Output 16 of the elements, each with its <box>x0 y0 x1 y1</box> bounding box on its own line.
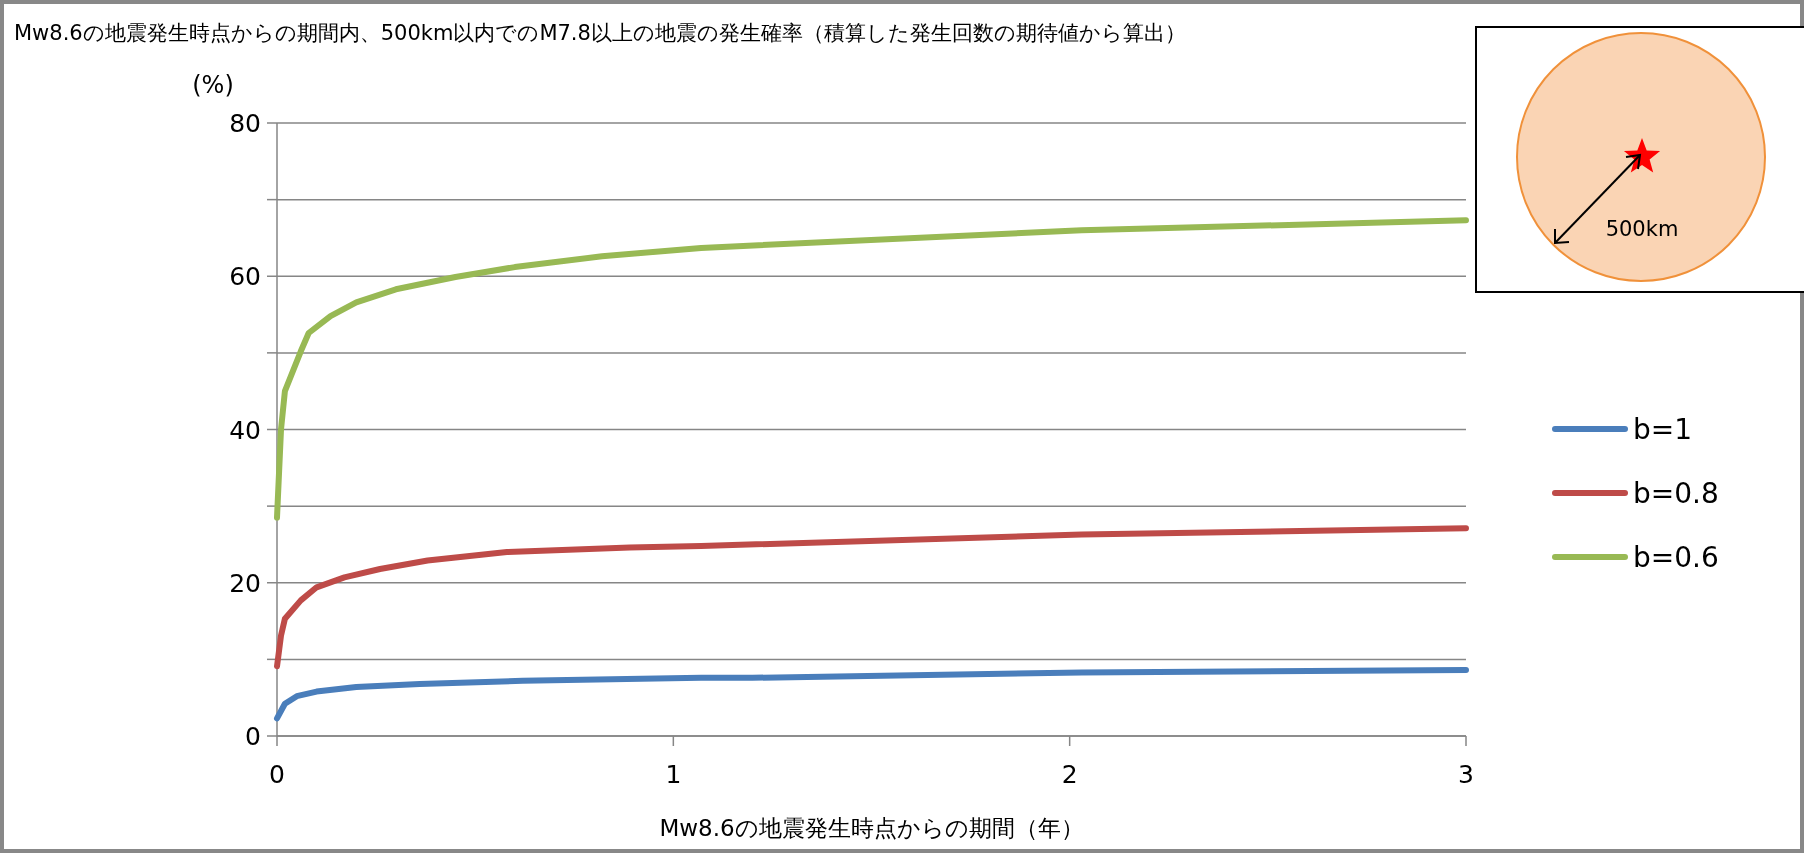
x-axis-title: Mw8.6の地震発生時点からの期間（年） <box>659 815 1084 841</box>
x-tick-label: 0 <box>269 760 285 789</box>
y-tick-label: 80 <box>229 109 261 138</box>
y-axis-title: (%) <box>192 71 234 99</box>
y-tick-label: 40 <box>229 415 261 445</box>
legend-label: b=0.8 <box>1633 477 1719 510</box>
y-tick-label: 0 <box>245 722 261 751</box>
x-tick-label: 3 <box>1458 760 1474 789</box>
x-tick-label: 2 <box>1061 760 1078 789</box>
y-tick-label: 20 <box>229 568 261 598</box>
y-tick-label: 60 <box>229 262 261 292</box>
text: 500km <box>1605 217 1679 241</box>
x-tick-label: 1 <box>665 760 682 789</box>
chart-title: Mw8.6の地震発生時点からの期間内、500km以内でのM7.8以上の地震の発生確率（積算した発生回数の期待値から算出） <box>14 21 1186 45</box>
legend-label: b=1 <box>1633 413 1693 446</box>
legend-label: b=0.6 <box>1633 541 1719 574</box>
